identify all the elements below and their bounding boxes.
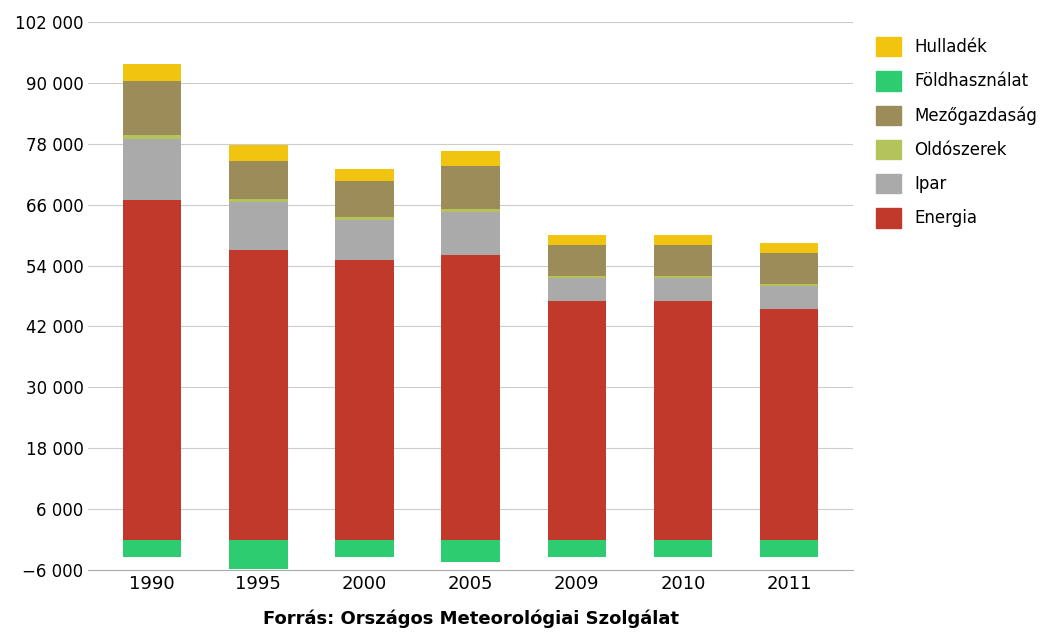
Bar <box>548 539 606 557</box>
Bar <box>759 243 819 253</box>
Bar <box>123 64 181 82</box>
Bar <box>442 166 500 209</box>
Bar <box>229 202 288 250</box>
Bar <box>548 278 606 301</box>
X-axis label: Forrás: Országos Meteorológiai Szolgálat: Forrás: Országos Meteorológiai Szolgálat <box>263 610 679 628</box>
Bar <box>229 250 288 539</box>
Bar <box>653 235 712 245</box>
Bar <box>229 199 288 202</box>
Bar <box>653 539 712 557</box>
Bar <box>653 278 712 301</box>
Bar <box>653 245 712 276</box>
Bar <box>336 168 394 181</box>
Bar <box>229 161 288 199</box>
Legend: Hulladék, Földhasználat, Mezőgazdaság, Oldószerek, Ipar, Energia: Hulladék, Földhasználat, Mezőgazdaság, O… <box>868 30 1043 234</box>
Bar <box>759 286 819 309</box>
Bar <box>548 276 606 278</box>
Bar <box>759 309 819 539</box>
Bar <box>336 217 394 220</box>
Bar <box>548 245 606 276</box>
Bar <box>653 301 712 539</box>
Bar <box>123 199 181 539</box>
Bar <box>336 181 394 217</box>
Bar <box>548 235 606 245</box>
Bar <box>123 134 181 139</box>
Bar <box>653 276 712 278</box>
Bar <box>759 539 819 557</box>
Bar <box>442 539 500 563</box>
Bar <box>442 212 500 255</box>
Bar <box>336 539 394 557</box>
Bar <box>759 253 819 284</box>
Bar <box>442 209 500 212</box>
Bar <box>759 284 819 286</box>
Bar <box>336 220 394 260</box>
Bar <box>123 539 181 557</box>
Bar <box>442 151 500 166</box>
Bar <box>336 260 394 539</box>
Bar <box>229 539 288 569</box>
Bar <box>548 301 606 539</box>
Bar <box>229 145 288 161</box>
Bar <box>123 139 181 199</box>
Bar <box>123 82 181 134</box>
Bar <box>442 255 500 539</box>
